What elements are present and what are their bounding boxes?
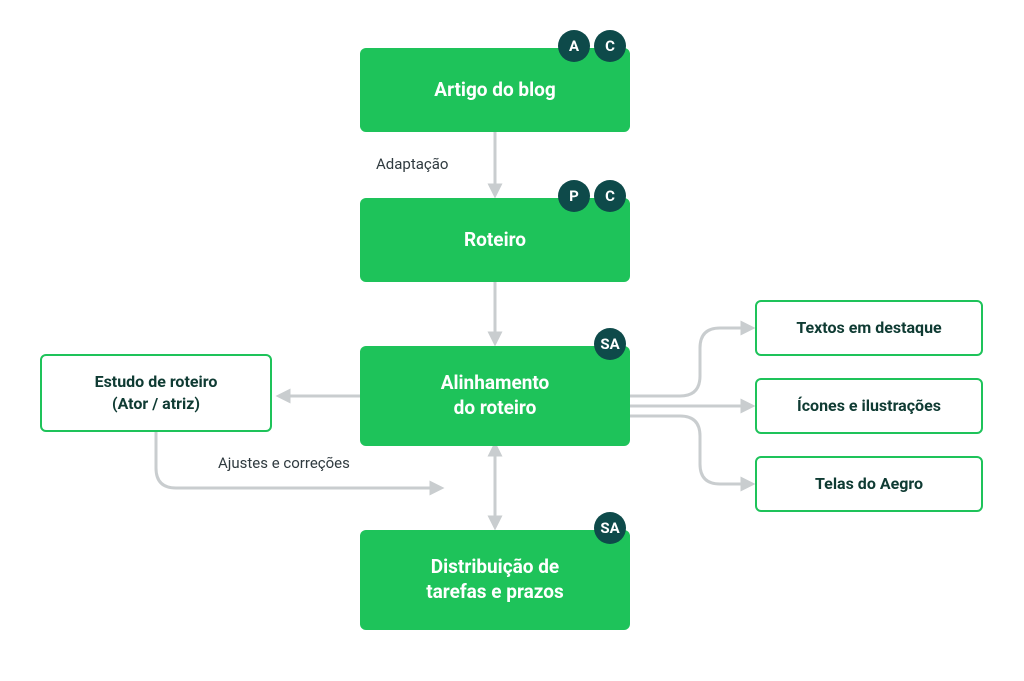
badge-c: C xyxy=(594,180,626,212)
node-alinhamento-do-roteiro: Alinhamento do roteiro xyxy=(360,346,630,446)
node-label: Roteiro xyxy=(464,228,526,253)
node-distribuicao-de-tarefas: Distribuição de tarefas e prazos xyxy=(360,530,630,630)
badge-row-roteiro: PC xyxy=(558,180,626,212)
node-label: Artigo do blog xyxy=(434,78,555,103)
node-icones-e-ilustracoes: Ícones e ilustrações xyxy=(755,378,983,434)
badge-sa: SA xyxy=(594,328,626,360)
edge-label-adaptacao: Adaptação xyxy=(376,155,448,173)
badge-p: P xyxy=(558,180,590,212)
node-telas-do-aegro: Telas do Aegro xyxy=(755,456,983,512)
badge-row-alinhamento: SA xyxy=(594,328,626,360)
node-label: Telas do Aegro xyxy=(815,473,923,495)
node-label: Distribuição de tarefas e prazos xyxy=(426,555,564,604)
badge-row-artigo: AC xyxy=(558,30,626,62)
node-estudo-de-roteiro: Estudo de roteiro (Ator / atriz) xyxy=(40,354,272,432)
node-label: Textos em destaque xyxy=(796,317,941,339)
edge-label-ajustes: Ajustes e correções xyxy=(218,454,350,472)
badge-c: C xyxy=(594,30,626,62)
flowchart-canvas: Artigo do blog Roteiro Alinhamento do ro… xyxy=(0,0,1024,681)
node-label: Estudo de roteiro (Ator / atriz) xyxy=(95,371,218,414)
badge-sa: SA xyxy=(594,512,626,544)
badge-a: A xyxy=(558,30,590,62)
node-textos-em-destaque: Textos em destaque xyxy=(755,300,983,356)
badge-row-distribuicao: SA xyxy=(594,512,626,544)
node-label: Ícones e ilustrações xyxy=(797,395,941,417)
node-label: Alinhamento do roteiro xyxy=(441,371,550,420)
